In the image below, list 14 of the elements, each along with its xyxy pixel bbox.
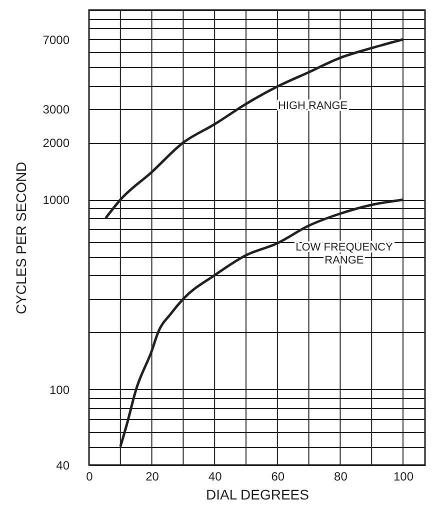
y-tick-label: 40 [56, 458, 70, 472]
x-tick-label: 80 [334, 470, 348, 484]
x-tick-label: 100 [394, 470, 414, 484]
y-tick-label: 3000 [42, 102, 70, 117]
y-tick-label: 2000 [42, 136, 70, 150]
y-tick-label: 7000 [42, 32, 70, 47]
x-tick-label: 40 [208, 470, 222, 484]
y-axis-title: CYCLES PER SECOND [12, 162, 29, 314]
x-axis-title: DIAL DEGREES [206, 486, 309, 502]
y-tick-label: 100 [49, 382, 70, 397]
x-tick-label: 60 [271, 470, 285, 484]
x-tick-label: 20 [146, 470, 160, 484]
x-tick-label: 0 [86, 470, 94, 484]
y-tick-label: 1000 [42, 193, 70, 208]
